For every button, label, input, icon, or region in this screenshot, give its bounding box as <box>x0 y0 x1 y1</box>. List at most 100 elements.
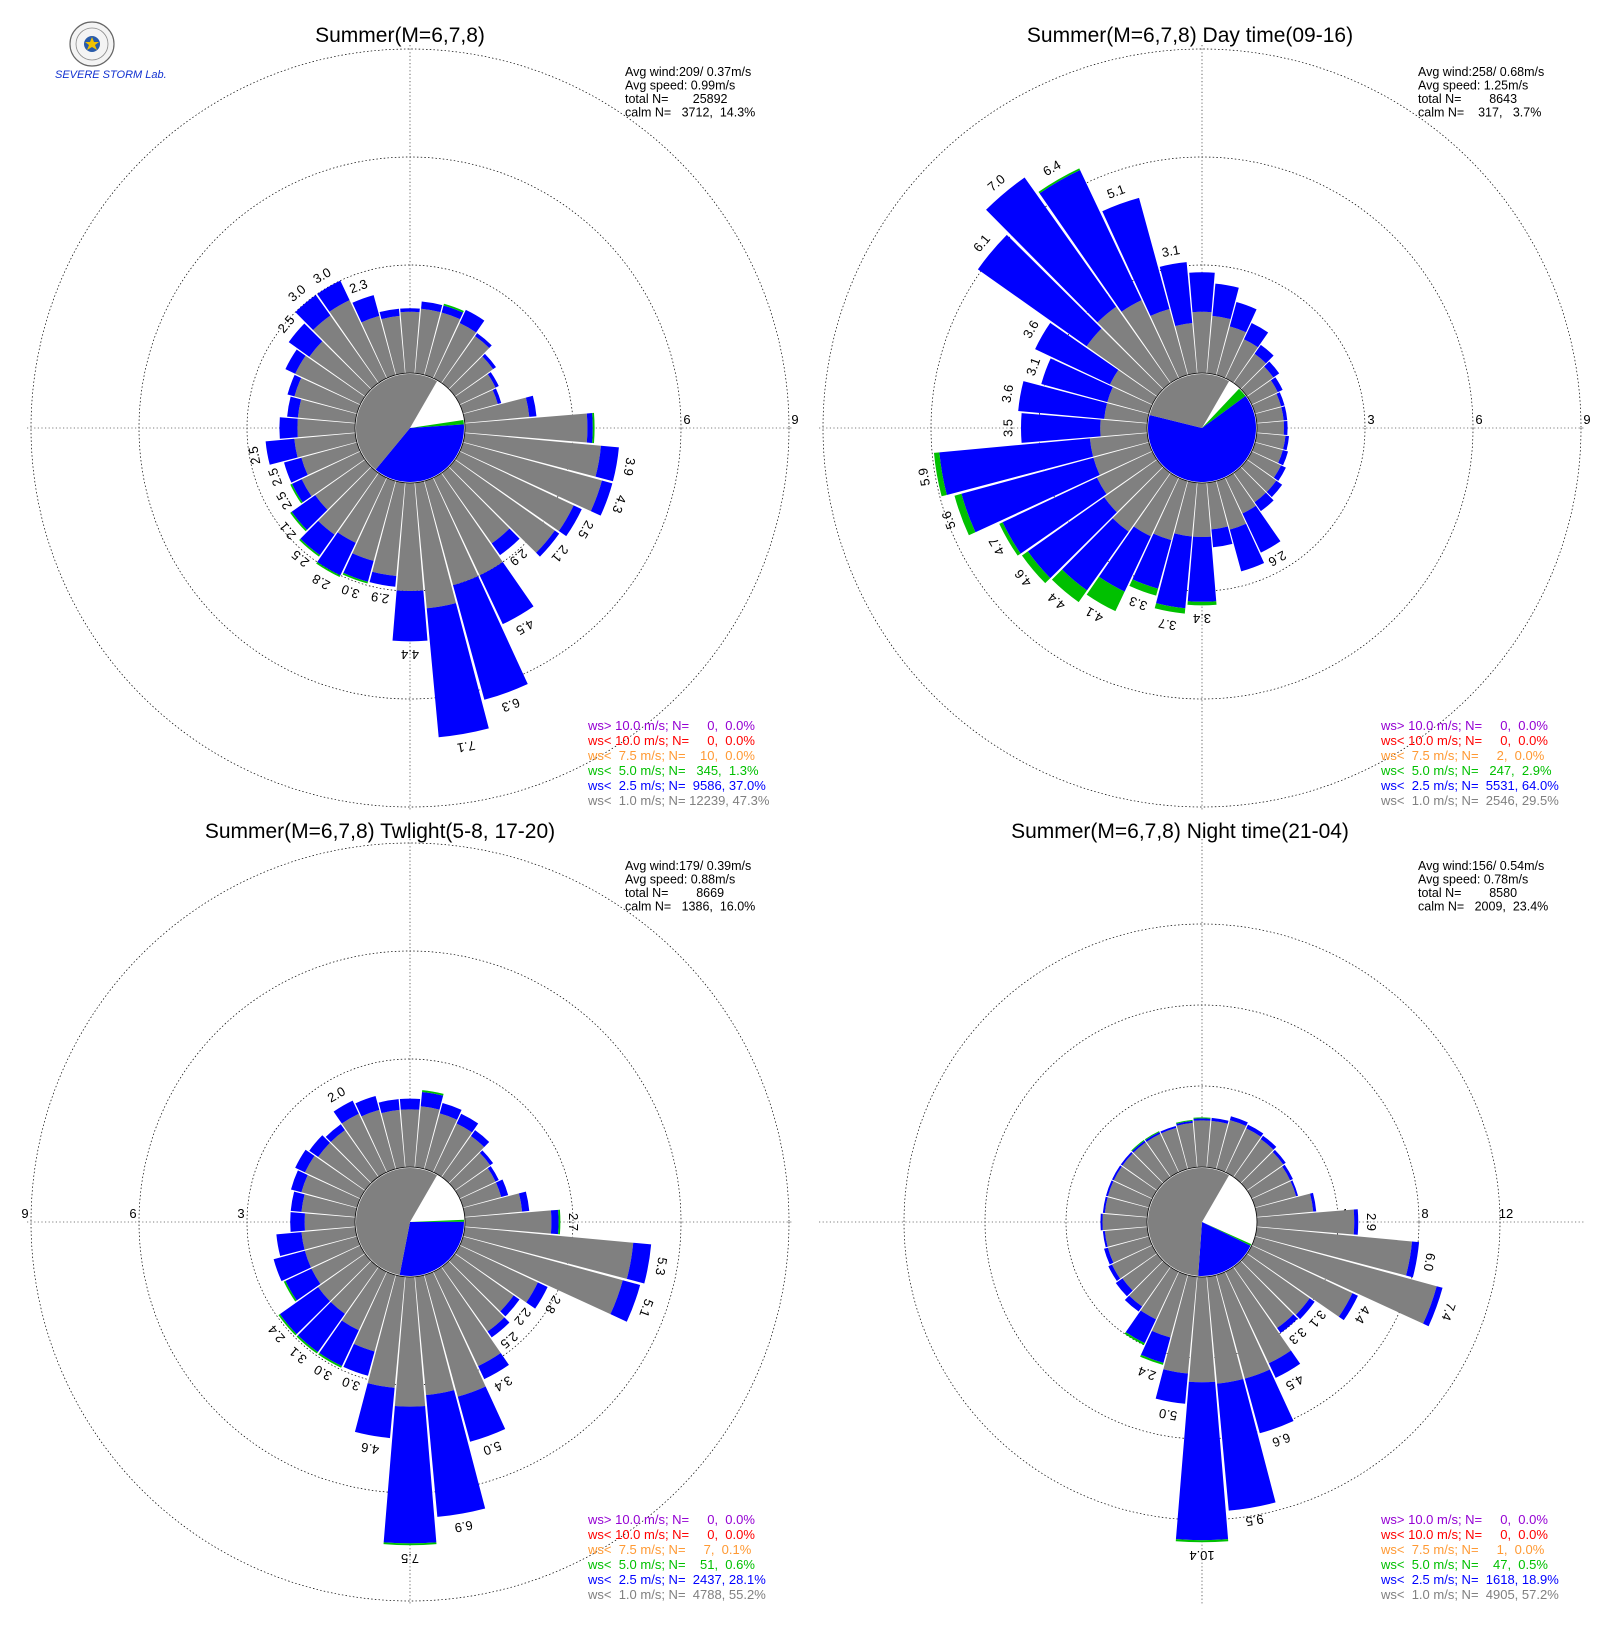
bar-110-slow <box>1251 1236 1437 1324</box>
bar-310-moderate <box>309 1135 330 1157</box>
bar-330-moderate <box>317 280 350 312</box>
bar-230-moderate <box>279 1287 330 1335</box>
bar-140-moderate <box>487 1317 510 1338</box>
bar-190-slow <box>372 481 405 576</box>
bar-260-moderate <box>939 438 1094 495</box>
bar-200-moderate <box>343 553 374 582</box>
bar-label: 2.5 <box>275 312 298 335</box>
bar-250-slow <box>304 1236 361 1268</box>
wind-rose-panel-2: 3 6 9 2.6 3.4 3.7 3.3 4.1 4.4 4.64.7 5.6 5.9 3.5 3.6 3… <box>819 24 1591 811</box>
bar-10-moderate <box>420 1091 444 1110</box>
bar-200-fast <box>342 572 368 584</box>
bar-270-moderate <box>1021 413 1101 443</box>
bar-30-moderate <box>1243 322 1269 348</box>
bar-label: 2.5 <box>575 518 597 541</box>
bar-290-moderate <box>287 374 302 397</box>
legend-entry: ws< 5.0 m/s; N= 345, 1.3% <box>587 763 759 778</box>
speed-legend: ws> 10.0 m/s; N= 0, 0.0%ws< 10.0 m/s; N=… <box>1380 718 1559 808</box>
bar-100-slow <box>463 433 601 477</box>
bar-310-moderate <box>1120 1151 1133 1166</box>
bar-200-fast <box>1140 1354 1164 1365</box>
bar-50-slow <box>1241 1151 1284 1191</box>
bar-230-slow <box>318 1253 371 1302</box>
bar-210-slow <box>1140 1267 1179 1320</box>
bar-30-moderate <box>1246 1124 1264 1137</box>
legend-entry: ws< 1.0 m/s; N= 2546, 29.5% <box>1380 793 1559 808</box>
bar-110-moderate <box>610 1280 641 1322</box>
bar-240-slow <box>1096 451 1157 495</box>
bar-170-slow <box>415 1275 455 1396</box>
bar-180-fast <box>383 1542 437 1546</box>
logo-text: SEVERE STORM Lab. <box>55 69 167 81</box>
calm-pie-fast <box>1202 388 1246 428</box>
calm-pie-calm <box>410 381 464 428</box>
bar-150-moderate <box>478 1353 509 1380</box>
bar-120-moderate <box>1338 1293 1358 1321</box>
bar-210-fast <box>316 562 341 577</box>
bar-180-slow <box>1188 1276 1216 1383</box>
bar-320-moderate <box>986 177 1117 323</box>
bar-140-moderate <box>1277 1314 1298 1333</box>
bar-20-moderate <box>1229 1116 1248 1127</box>
bar-250-moderate <box>273 1250 311 1282</box>
bar-230-fast <box>290 511 307 532</box>
stats-line: calm N= 2009, 23.4% <box>1418 900 1548 914</box>
bar-label: 2.3 <box>347 276 369 296</box>
bar-label: 6.4 <box>1040 157 1063 179</box>
bar-210-fast <box>1124 1332 1145 1345</box>
bar-label: 2.1 <box>548 542 571 565</box>
bar-190-slow <box>367 1275 405 1388</box>
legend-entry: ws< 5.0 m/s; N= 247, 2.9% <box>1380 763 1552 778</box>
stats-line: Avg wind:156/ 0.54m/s <box>1418 859 1544 873</box>
bar-270-slow <box>297 418 356 438</box>
bar-210-moderate <box>319 1320 359 1367</box>
bar-120-slow <box>1247 1245 1353 1317</box>
bar-340-moderate <box>1102 197 1170 316</box>
bar-label: 3.1 <box>1023 355 1043 377</box>
bar-110-slow <box>459 1236 623 1315</box>
bar-label: 2.5 <box>245 445 263 465</box>
bar-260-slow <box>294 433 357 458</box>
bar-50-moderate <box>482 353 497 370</box>
bar-180-fast <box>1187 601 1217 606</box>
legend-entry: ws< 1.0 m/s; N= 12239, 47.3% <box>587 793 770 808</box>
bar-label: 3.0 <box>285 282 308 305</box>
wind-rose-panel-4: 48122.96.07.44.43.13.34.56.69.510.45.02.… <box>819 820 1585 1605</box>
bar-300-slow <box>304 1155 365 1199</box>
bar-240-fast <box>290 483 303 504</box>
bar-70-slow <box>459 389 498 414</box>
bar-260-slow <box>301 1227 357 1250</box>
bar-220-slow <box>1129 1261 1171 1307</box>
direction-bars <box>1100 1116 1443 1543</box>
bar-220-moderate <box>1124 1295 1143 1312</box>
legend-entry: ws< 2.5 m/s; N= 1618, 18.9% <box>1380 1572 1559 1587</box>
bar-label: 4.6 <box>360 1440 380 1458</box>
bar-label: 7.1 <box>456 738 476 756</box>
bar-80-slow <box>1255 1193 1314 1217</box>
bar-310-slow <box>318 1142 371 1191</box>
bar-150-slow <box>433 473 503 576</box>
bar-label: 3.7 <box>1157 615 1177 633</box>
bar-160-moderate <box>457 1386 506 1442</box>
bar-120-slow <box>455 1245 538 1303</box>
legend-entry: ws< 5.0 m/s; N= 47, 0.5% <box>1380 1557 1548 1572</box>
bar-60-slow <box>1247 380 1278 405</box>
bar-190-fast <box>1154 603 1186 614</box>
stats-line: Avg speed: 0.78m/s <box>1418 873 1528 887</box>
ring-label-3: 9 <box>791 412 798 427</box>
bar-140-slow <box>441 467 510 544</box>
bar-120-moderate <box>526 1282 548 1309</box>
bar-40-slow <box>1233 353 1267 389</box>
bar-70-slow <box>1251 393 1282 414</box>
bar-label: 7.5 <box>401 1551 419 1566</box>
bar-50-slow <box>1241 366 1274 397</box>
bar-label: 5.6 <box>938 509 958 531</box>
bar-60-slow <box>1247 1166 1291 1199</box>
bar-70-slow <box>459 1182 502 1208</box>
legend-entry: ws< 7.5 m/s; N= 1, 0.0% <box>1380 1542 1545 1557</box>
direction-bars <box>273 1090 652 1546</box>
bar-60-slow <box>455 1168 496 1199</box>
bar-310-slow <box>309 341 371 397</box>
bar-320-slow <box>1097 306 1171 389</box>
bar-160-moderate <box>1229 523 1265 572</box>
